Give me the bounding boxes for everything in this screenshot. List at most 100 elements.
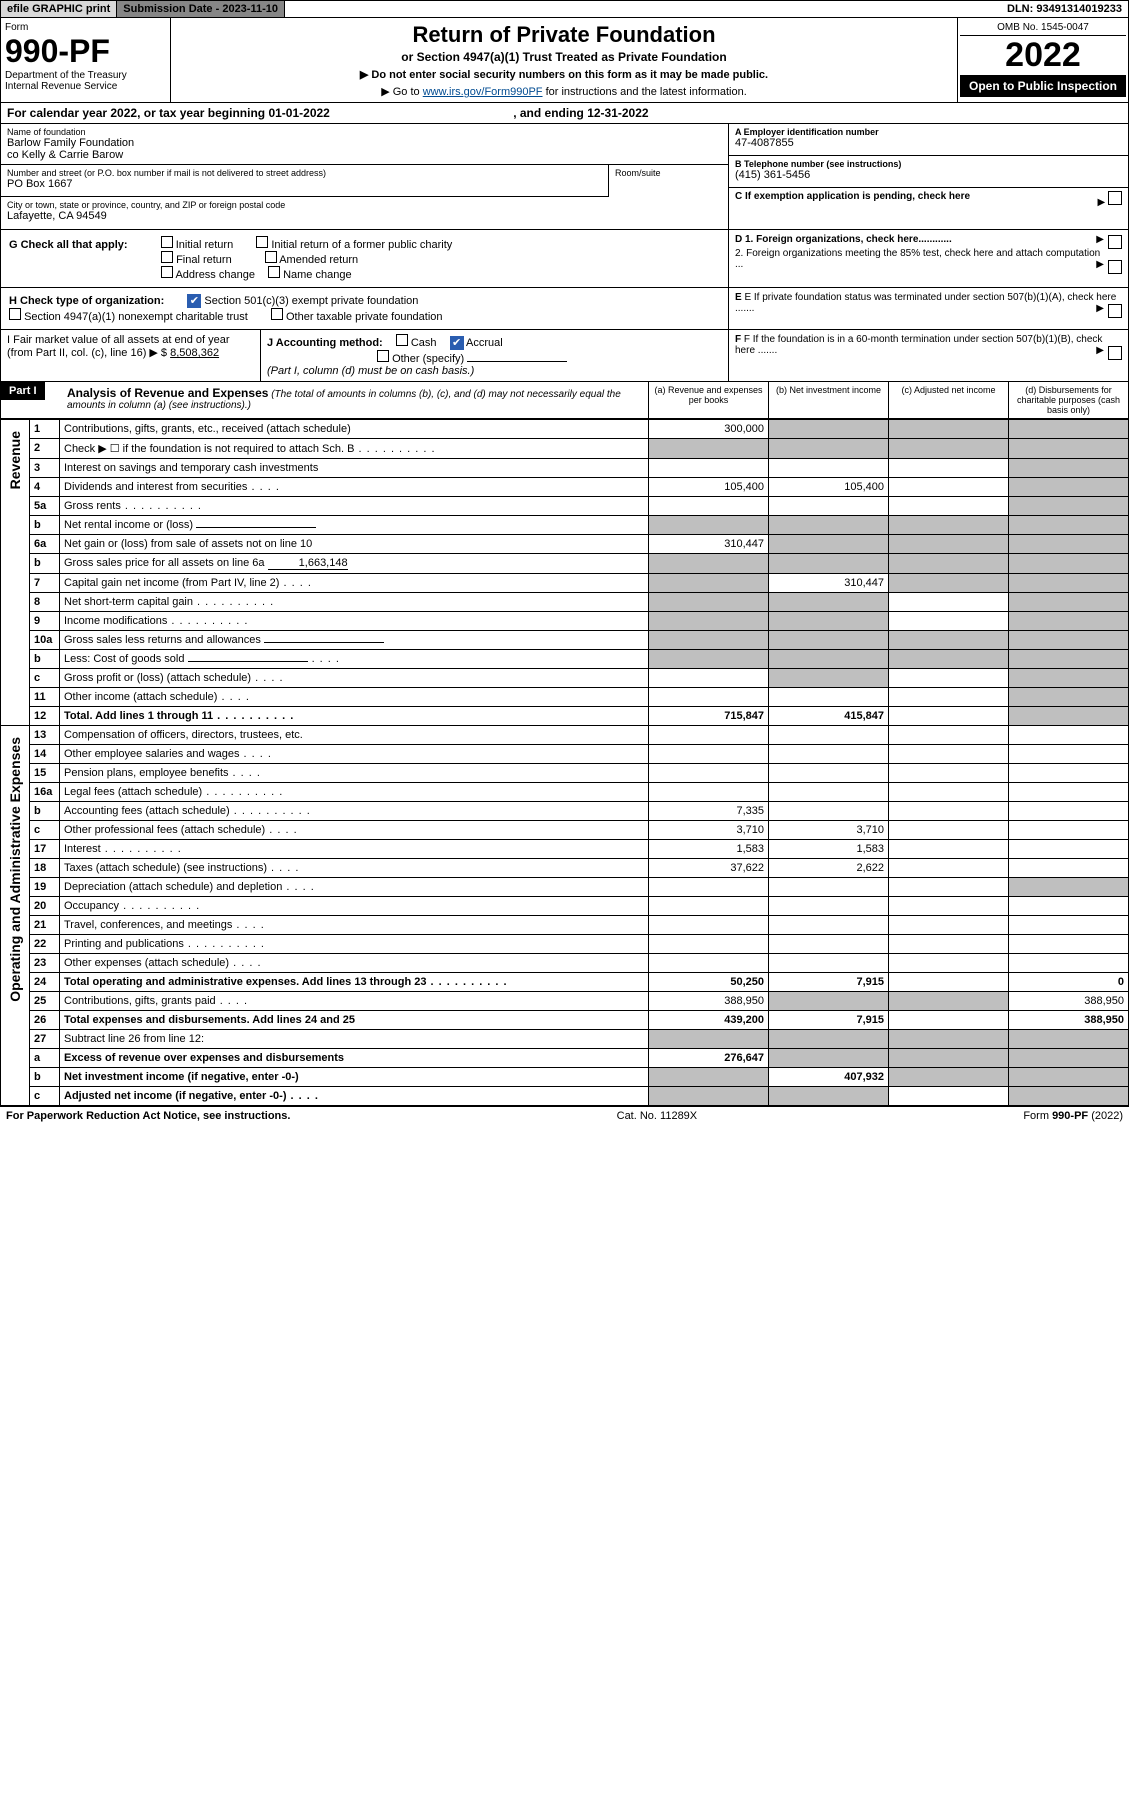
line-number: b [30, 650, 60, 669]
amt-col-b: 407,932 [769, 1068, 889, 1087]
table-row: 10aGross sales less returns and allowanc… [1, 631, 1129, 650]
addr-value: PO Box 1667 [7, 178, 602, 190]
chk-initial[interactable] [161, 236, 173, 248]
amt-col-d [1009, 764, 1129, 783]
amt-col-a [649, 935, 769, 954]
amt-col-d [1009, 1049, 1129, 1068]
amt-col-b [769, 764, 889, 783]
f-checkbox[interactable] [1108, 346, 1122, 360]
ein-value: 47-4087855 [735, 137, 1122, 149]
amt-col-d [1009, 821, 1129, 840]
d2-checkbox[interactable] [1108, 260, 1122, 274]
amt-col-d: 388,950 [1009, 1011, 1129, 1030]
line-desc: Contributions, gifts, grants paid [60, 992, 649, 1011]
chk-other-taxable[interactable] [271, 308, 283, 320]
amt-col-a [649, 1030, 769, 1049]
amt-col-a: 37,622 [649, 859, 769, 878]
chk-name[interactable] [268, 266, 280, 278]
amt-col-b [769, 897, 889, 916]
amt-col-c [889, 859, 1009, 878]
subdate-label: Submission Date - [123, 3, 222, 15]
amt-col-c [889, 821, 1009, 840]
chk-other-method[interactable] [377, 350, 389, 362]
line-desc: Net rental income or (loss) [60, 516, 649, 535]
part1-table: Revenue1Contributions, gifts, grants, et… [0, 419, 1129, 1106]
entity-right: A Employer identification number 47-4087… [728, 124, 1128, 229]
line-desc: Compensation of officers, directors, tru… [60, 726, 649, 745]
table-row: 6aNet gain or (loss) from sale of assets… [1, 535, 1129, 554]
line-desc: Interest [60, 840, 649, 859]
phone-value: (415) 361-5456 [735, 169, 1122, 181]
table-row: 11Other income (attach schedule) [1, 688, 1129, 707]
amt-col-a [649, 745, 769, 764]
table-row: 23Other expenses (attach schedule) [1, 954, 1129, 973]
c-checkbox[interactable] [1108, 191, 1122, 205]
line-number: 9 [30, 612, 60, 631]
chk-accrual[interactable]: ✔ [450, 336, 464, 350]
amt-col-a [649, 554, 769, 574]
amt-col-d [1009, 878, 1129, 897]
line-desc: Check ▶ ☐ if the foundation is not requi… [60, 439, 649, 459]
table-row: 18Taxes (attach schedule) (see instructi… [1, 859, 1129, 878]
d1-checkbox[interactable] [1108, 235, 1122, 249]
amt-col-c [889, 992, 1009, 1011]
addr-label: Number and street (or P.O. box number if… [7, 168, 602, 178]
line-number: 26 [30, 1011, 60, 1030]
amt-col-b: 1,583 [769, 840, 889, 859]
efile-label: efile GRAPHIC print [1, 1, 117, 17]
amt-col-d [1009, 535, 1129, 554]
line-desc: Printing and publications [60, 935, 649, 954]
chk-4947[interactable] [9, 308, 21, 320]
amt-col-c [889, 726, 1009, 745]
table-row: cOther professional fees (attach schedul… [1, 821, 1129, 840]
e-checkbox[interactable] [1108, 304, 1122, 318]
line-desc: Excess of revenue over expenses and disb… [60, 1049, 649, 1068]
header-right: OMB No. 1545-0047 2022 Open to Public In… [958, 18, 1128, 102]
ein-cell: A Employer identification number 47-4087… [729, 124, 1128, 156]
chk-501c3[interactable]: ✔ [187, 294, 201, 308]
chk-final[interactable] [161, 251, 173, 263]
chk-cash[interactable] [396, 334, 408, 346]
part1-header-row: Part I Analysis of Revenue and Expenses … [0, 382, 1129, 419]
line-number: c [30, 669, 60, 688]
line-number: 16a [30, 783, 60, 802]
line-number: 10a [30, 631, 60, 650]
line-number: 6a [30, 535, 60, 554]
line-desc: Taxes (attach schedule) (see instruction… [60, 859, 649, 878]
footer-right: Form 990-PF (2022) [1023, 1110, 1123, 1122]
line-number: 3 [30, 459, 60, 478]
chk-amended[interactable] [265, 251, 277, 263]
city-cell: City or town, state or province, country… [1, 197, 728, 229]
amt-col-b [769, 954, 889, 973]
col-c-head: (c) Adjusted net income [888, 382, 1008, 418]
irs-link[interactable]: www.irs.gov/Form990PF [423, 86, 543, 98]
amt-col-d [1009, 593, 1129, 612]
line-desc: Gross rents [60, 497, 649, 516]
amt-col-a: 50,250 [649, 973, 769, 992]
table-row: 8Net short-term capital gain [1, 593, 1129, 612]
line-number: 12 [30, 707, 60, 726]
line-number: a [30, 1049, 60, 1068]
amt-col-b [769, 688, 889, 707]
amt-col-d [1009, 420, 1129, 439]
amt-col-a [649, 439, 769, 459]
table-row: 2Check ▶ ☐ if the foundation is not requ… [1, 439, 1129, 459]
amt-col-c [889, 897, 1009, 916]
part1-tag: Part I [1, 382, 45, 400]
table-row: bGross sales price for all assets on lin… [1, 554, 1129, 574]
chk-initial-former[interactable] [256, 236, 268, 248]
amt-col-a [649, 783, 769, 802]
amt-col-b [769, 783, 889, 802]
amt-col-a: 388,950 [649, 992, 769, 1011]
amt-col-d [1009, 1030, 1129, 1049]
chk-address[interactable] [161, 266, 173, 278]
d1-text: D 1. Foreign organizations, check here..… [735, 234, 952, 245]
calyear-end: 12-31-2022 [587, 106, 648, 120]
line-number: 13 [30, 726, 60, 745]
opt-name: Name change [283, 269, 352, 281]
amt-col-c [889, 935, 1009, 954]
amt-col-b [769, 612, 889, 631]
line-desc: Other professional fees (attach schedule… [60, 821, 649, 840]
table-row: 17Interest1,5831,583 [1, 840, 1129, 859]
line-number: 21 [30, 916, 60, 935]
